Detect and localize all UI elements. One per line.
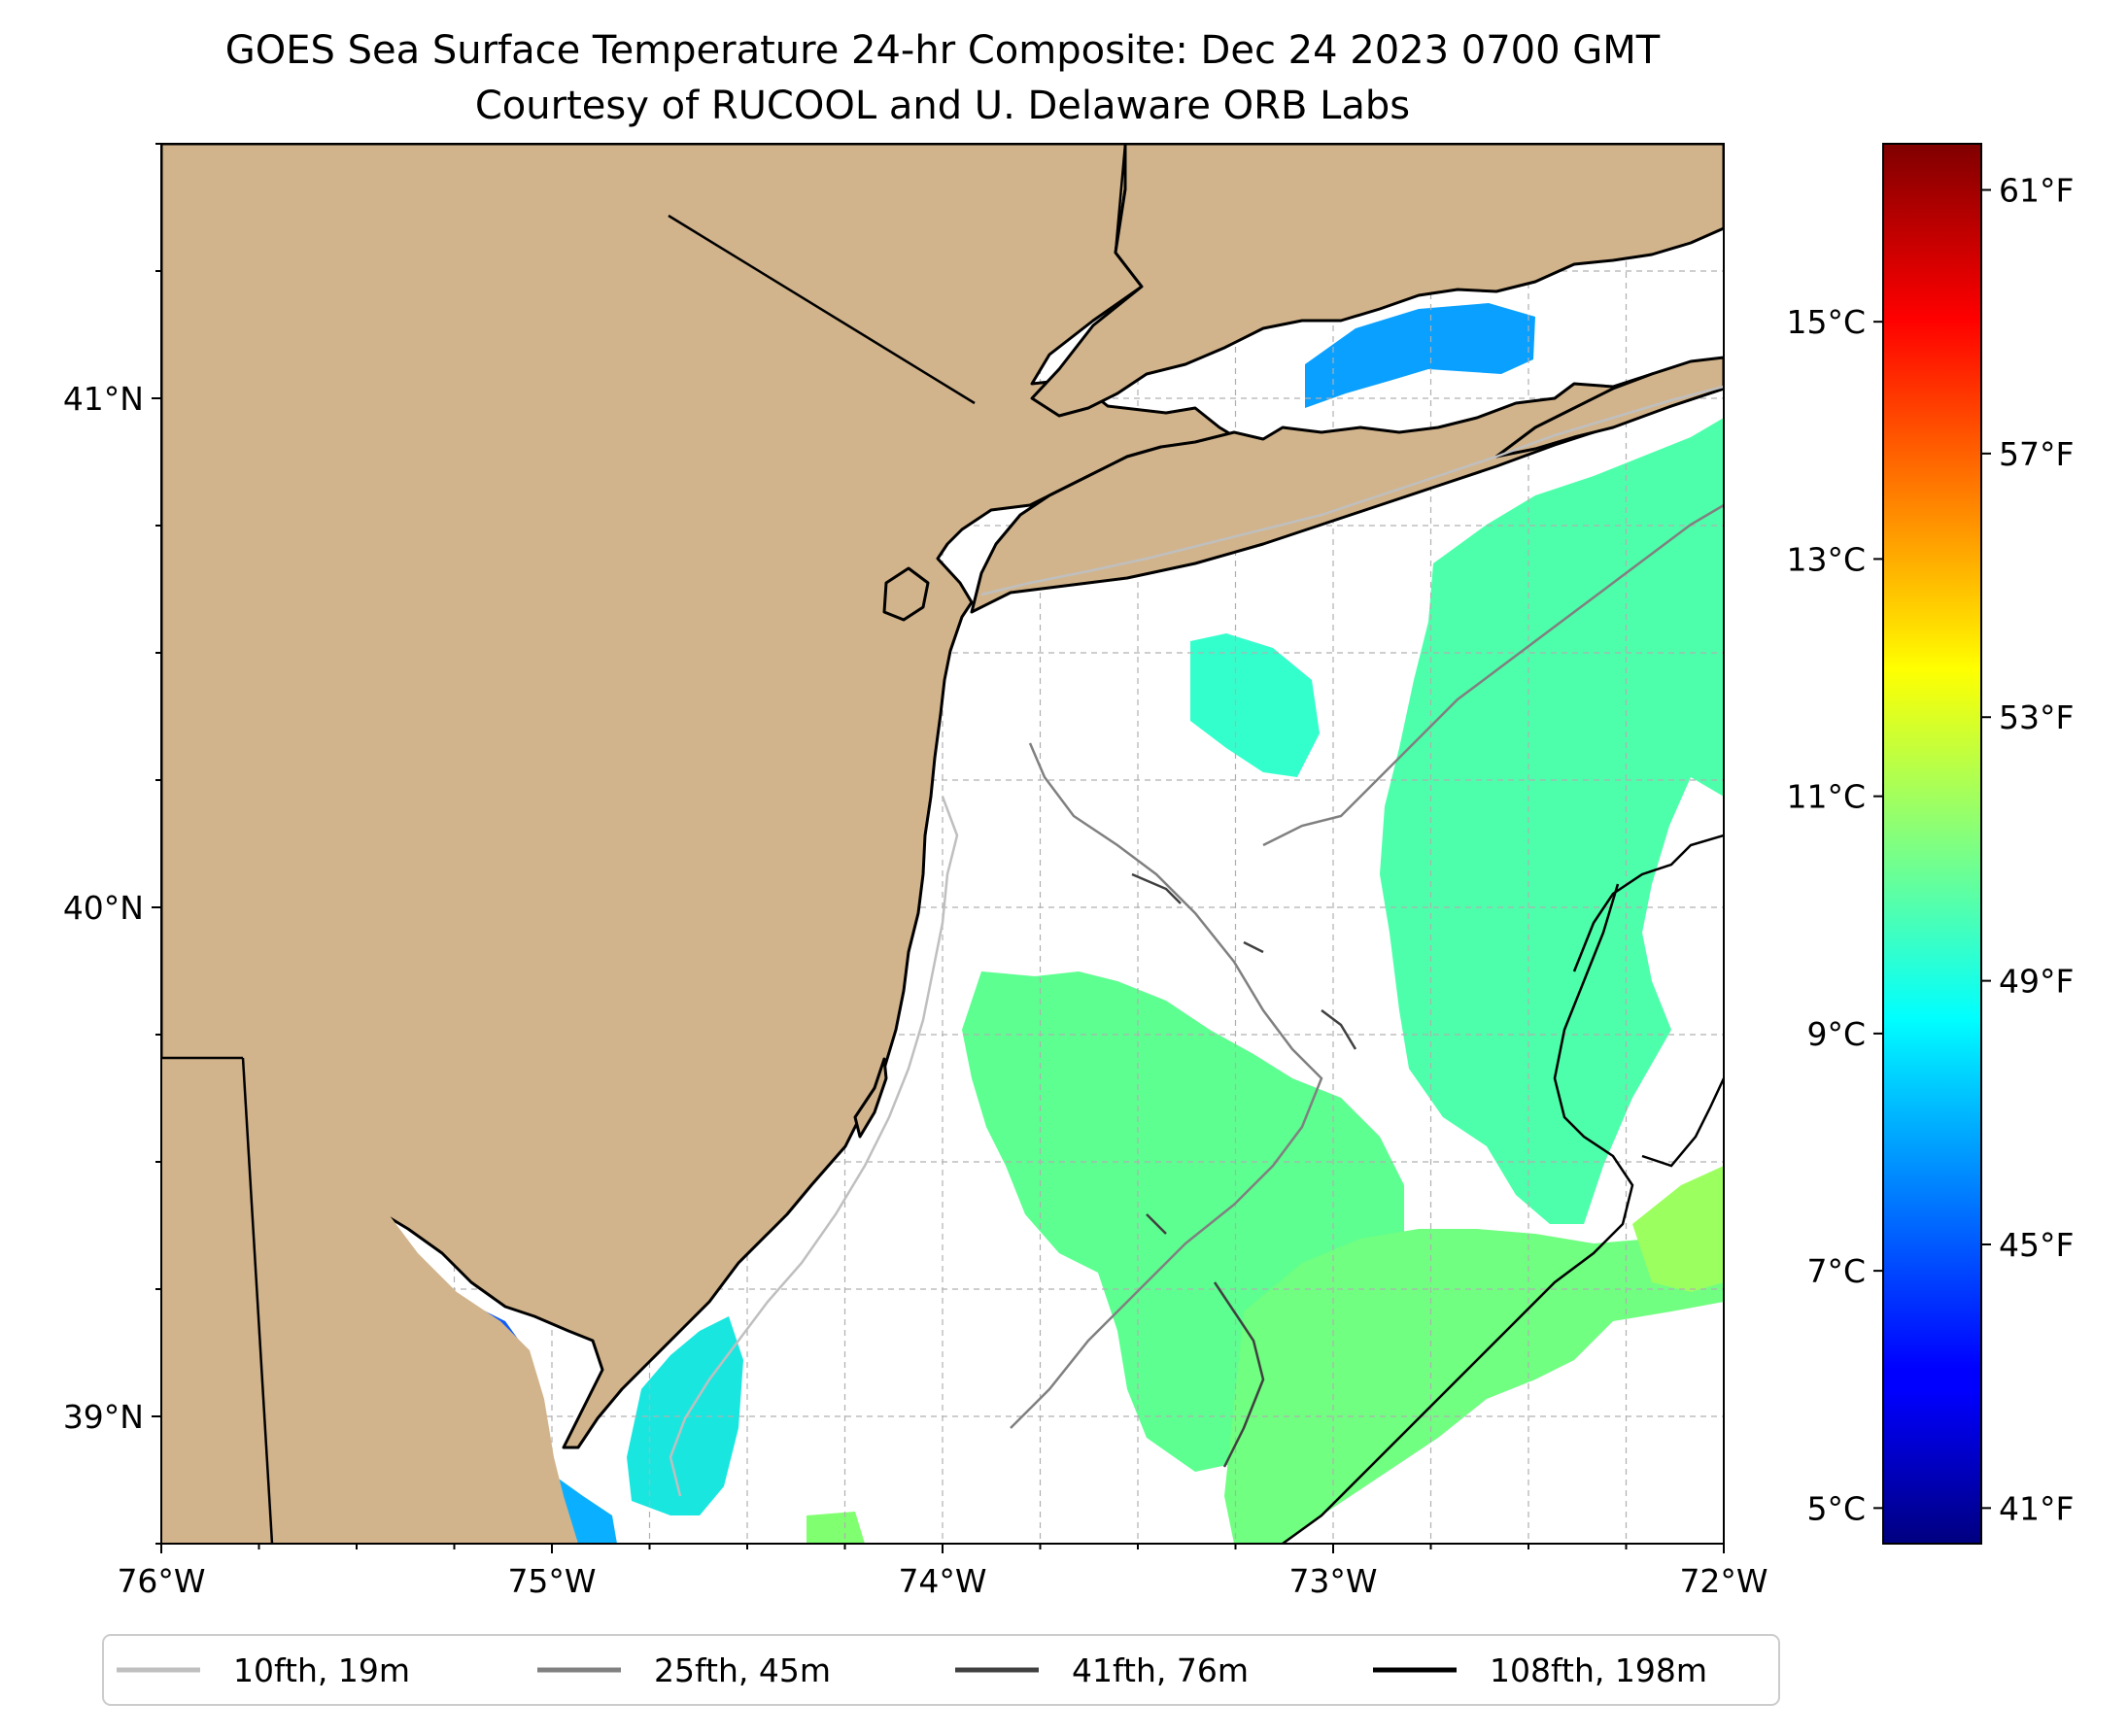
legend-label: 10fth, 19m (233, 1651, 410, 1689)
land-layer (161, 144, 1724, 1544)
legend-label: 25fth, 45m (654, 1651, 831, 1689)
legend: 10fth, 19m 25fth, 45m 41fth, 76m 108fth, 19… (102, 1634, 1780, 1706)
colorbar-f-label: 57°F (1999, 435, 2074, 473)
colorbar-f-label: 45°F (1999, 1226, 2074, 1264)
sst-patch-east-shelf (1380, 418, 1724, 1224)
sst-patch-south-edge (807, 1512, 865, 1544)
map-title-line2: Courtesy of RUCOOL and U. Delaware ORB L… (475, 84, 1410, 128)
lon-tick-label: 75°W (507, 1562, 596, 1600)
legend-label: 108fth, 198m (1490, 1651, 1707, 1689)
map-title-line1: GOES Sea Surface Temperature 24-hr Compo… (225, 28, 1661, 73)
border-ny-ct (1114, 144, 1143, 288)
colorbar: 5°C 7°C 9°C 11°C 13°C 15°C 41°F 45°F 49°F 53°F 57°… (1786, 143, 2074, 1545)
sst-patch-long-island-sound (1305, 303, 1535, 408)
contour-25fth (1010, 503, 1724, 1429)
contour-10fth (669, 385, 1724, 1497)
colorbar-c-label: 11°C (1786, 778, 1866, 816)
colorbar-f-label: 53°F (1999, 698, 2074, 736)
legend-label: 41fth, 76m (1072, 1651, 1249, 1689)
contour-108fth (1282, 834, 1724, 1544)
border-nj-ny (668, 214, 976, 405)
land-delaware (161, 999, 578, 1544)
land-connecticut (1030, 144, 1724, 418)
sst-patch-southeast (1632, 1166, 1724, 1292)
colorbar-gradient (1882, 143, 1982, 1545)
lat-tick-label: 39°N (63, 1398, 144, 1436)
map-panel: 76°W 75°W 74°W 73°W 72°W 39°N 40°N 41°N (63, 143, 1768, 1600)
colorbar-c-label: 7°C (1806, 1252, 1866, 1290)
colorbar-f-label: 49°F (1999, 963, 2074, 1001)
map-axis-ticks: 76°W 75°W 74°W 73°W 72°W 39°N 40°N 41°N (63, 143, 1768, 1600)
land-barrier-island (853, 1057, 888, 1139)
lon-tick-label: 73°W (1288, 1562, 1377, 1600)
sst-patch-south-shelf (1224, 1195, 1724, 1544)
legend-items: 10fth, 19m 25fth, 45m 41fth, 76m 108fth, 19… (117, 1651, 1707, 1689)
land-long-island-north-fork (1494, 356, 1724, 459)
state-borders (161, 144, 1143, 1544)
colorbar-c-label: 5°C (1806, 1489, 1866, 1527)
border-de-md (241, 1057, 274, 1544)
contour-41fth (1131, 872, 1357, 1468)
lat-tick-label: 40°N (63, 889, 144, 927)
legend-box (102, 1634, 1780, 1706)
lon-tick-label: 74°W (898, 1562, 986, 1600)
lon-tick-label: 76°W (117, 1562, 205, 1600)
colorbar-f-label: 61°F (1999, 171, 2074, 209)
land-staten-island (882, 566, 930, 622)
colorbar-c-label: 13°C (1786, 540, 1866, 578)
lat-tick-label: 41°N (63, 380, 144, 418)
bathymetry-contours (669, 385, 1724, 1544)
colorbar-ticks: 5°C 7°C 9°C 11°C 13°C 15°C 41°F 45°F 49°F 53°F 57°… (1786, 171, 2074, 1527)
sst-patch-hudson-canyon (1190, 633, 1320, 777)
colorbar-f-label: 41°F (1999, 1489, 2074, 1527)
lon-tick-label: 72°W (1679, 1562, 1768, 1600)
colorbar-c-label: 9°C (1806, 1015, 1866, 1053)
colorbar-c-label: 15°C (1786, 303, 1866, 341)
